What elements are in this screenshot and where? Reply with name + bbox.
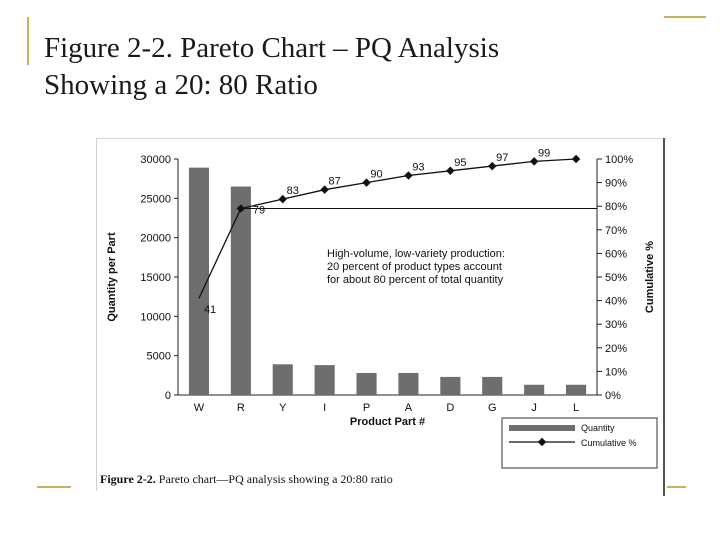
decor-bar-top-right-horizontal	[664, 16, 706, 18]
cumulative-point	[404, 171, 413, 180]
x-tick-label: A	[405, 402, 413, 414]
y-tick-label: 0	[165, 390, 171, 402]
slide-title-line-2: Showing a 20: 80 Ratio	[44, 69, 318, 101]
legend-label-quantity: Quantity	[581, 423, 615, 433]
scanned-figure: 30000 25000 20000 15000 10000 5000 0 100% 90% 80%…	[96, 138, 667, 491]
x-tick-label: G	[488, 402, 497, 414]
y-tick-label: 30000	[140, 154, 171, 166]
point-label: 93	[412, 162, 424, 174]
point-label: 97	[496, 152, 508, 164]
y2-tick-label: 50%	[605, 272, 627, 284]
legend-swatch-quantity	[509, 425, 575, 431]
x-axis-label: Product Part #	[350, 416, 425, 428]
cumulative-point	[529, 157, 539, 166]
point-label: 41	[204, 304, 216, 316]
cumulative-point	[236, 204, 246, 213]
annotation-text: 20 percent of product types account	[327, 261, 502, 273]
annotation-text: High-volume, low-variety production:	[327, 248, 505, 260]
y2-tick-label: 80%	[605, 201, 627, 213]
bar-d	[440, 376, 461, 395]
decor-bar-bottom-right	[666, 486, 686, 488]
x-tick-label: I	[323, 402, 326, 414]
point-label: 83	[287, 185, 299, 197]
x-tick-label: J	[531, 402, 537, 414]
caption-text: Pareto chart—PQ analysis showing a 20:80…	[158, 472, 393, 486]
y-tick-label: 15000	[140, 272, 171, 284]
bar-w	[188, 167, 210, 395]
y2-tick-label: 100%	[605, 154, 633, 166]
y-tick-label: 20000	[140, 233, 171, 245]
point-label: 90	[370, 169, 382, 181]
cumulative-point	[488, 161, 497, 171]
point-label: 99	[538, 147, 550, 159]
bar-r	[230, 186, 251, 395]
y2-tick-label: 60%	[605, 248, 627, 260]
x-tick-label: Y	[279, 402, 287, 414]
slide-title-line-1: Figure 2-2. Pareto Chart – PQ Analysis	[44, 32, 500, 64]
scan-edge-line	[663, 138, 665, 496]
bar-p	[356, 372, 377, 395]
bar-y	[272, 364, 293, 395]
pareto-chart: 30000 25000 20000 15000 10000 5000 0 100% 90% 80%…	[106, 147, 658, 469]
cumulative-line	[198, 158, 577, 299]
y-tick-label: 10000	[140, 311, 171, 323]
x-tick-label: P	[363, 402, 370, 414]
annotation-text: for about 80 percent of total quantity	[327, 274, 504, 286]
cumulative-point	[571, 154, 581, 164]
figure-caption: Figure 2-2. Pareto chart—PQ analysis sho…	[100, 472, 393, 487]
cumulative-point	[320, 185, 329, 194]
y2-tick-label: 70%	[605, 225, 627, 237]
bar-j	[524, 384, 545, 395]
cumulative-point	[278, 194, 287, 204]
cumulative-point	[362, 178, 371, 187]
decor-bar-bottom-left	[37, 486, 71, 488]
y2-tick-label: 90%	[605, 178, 627, 190]
x-tick-label: R	[237, 402, 245, 414]
x-tick-label: D	[446, 402, 454, 414]
x-tick-label: W	[194, 402, 205, 414]
caption-label: Figure 2-2.	[100, 472, 156, 486]
bar-a	[398, 372, 419, 395]
y2-tick-label: 40%	[605, 296, 627, 308]
y-axis-label: Quantity per Part	[106, 232, 118, 322]
y2-tick-label: 30%	[605, 319, 627, 331]
point-label: 79	[253, 205, 265, 217]
y2-axis-label: Cumulative %	[644, 241, 656, 313]
y-tick-label: 25000	[140, 193, 171, 205]
y-tick-label: 5000	[147, 351, 171, 363]
y2-tick-label: 10%	[605, 366, 627, 378]
bar-i	[314, 365, 335, 395]
point-label: 87	[329, 176, 341, 188]
cumulative-point	[446, 166, 455, 176]
y2-tick-label: 0%	[605, 390, 621, 402]
point-label: 95	[454, 157, 466, 169]
slide-title: Figure 2-2. Pareto Chart – PQ Analysis S…	[44, 30, 499, 104]
x-tick-label: L	[573, 402, 579, 414]
bar-g	[482, 376, 503, 395]
y2-tick-label: 20%	[605, 343, 627, 355]
legend-swatch-marker	[537, 437, 547, 447]
legend-label-cumulative: Cumulative %	[581, 438, 637, 448]
bar-l	[565, 384, 587, 395]
decor-bar-top-left-vertical	[27, 17, 29, 65]
